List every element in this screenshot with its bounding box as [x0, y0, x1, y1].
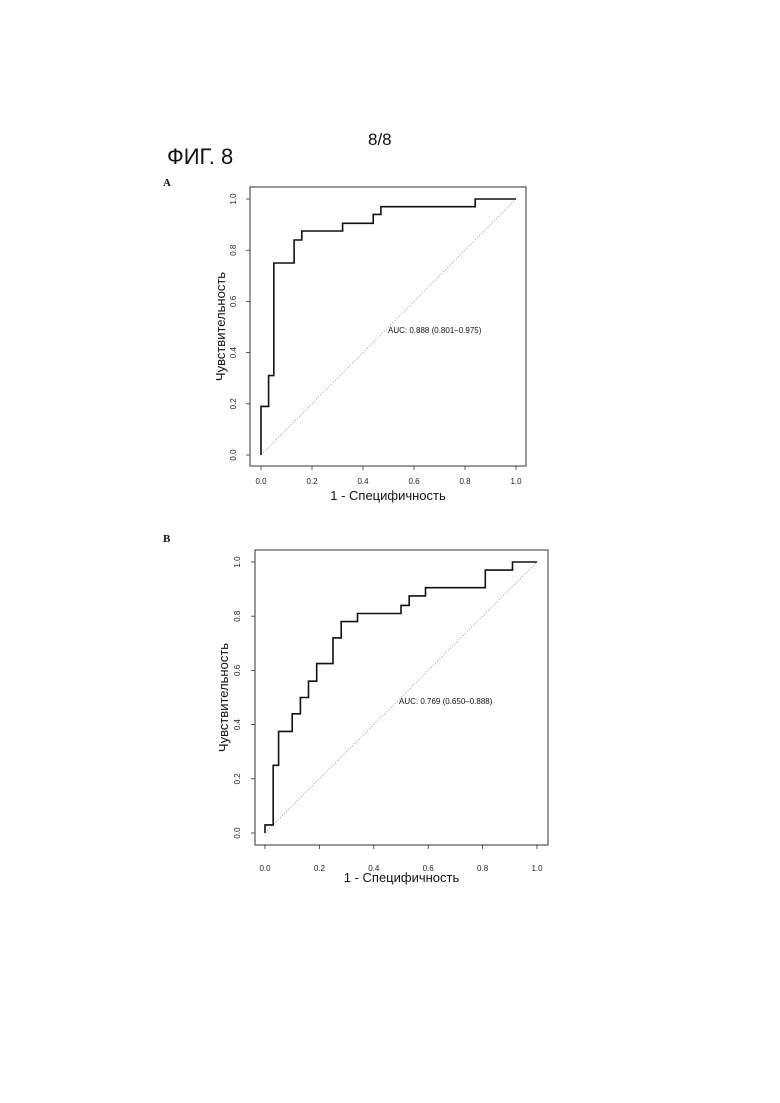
y-tick-label: 1.0: [229, 193, 238, 205]
auc-annotation: AUC: 0.888 (0.801–0.975): [388, 326, 482, 335]
x-axis-title: 1 - Специфичность: [330, 488, 446, 503]
x-tick-label: 0.2: [306, 477, 318, 486]
y-axis-title: Чувствительность: [213, 272, 228, 381]
x-tick-label: 0.0: [255, 477, 267, 486]
y-tick-label: 0.0: [229, 449, 238, 461]
y-tick-label: 0.2: [229, 398, 238, 410]
y-tick-label: 0.4: [229, 346, 238, 358]
y-tick-label: 0.6: [229, 295, 238, 307]
y-tick-label: 0.8: [229, 244, 238, 256]
x-tick-label: 0.4: [357, 477, 369, 486]
x-tick-label: 0.8: [459, 477, 471, 486]
x-tick-label: 0.6: [408, 477, 420, 486]
x-tick-label: 1.0: [510, 477, 522, 486]
